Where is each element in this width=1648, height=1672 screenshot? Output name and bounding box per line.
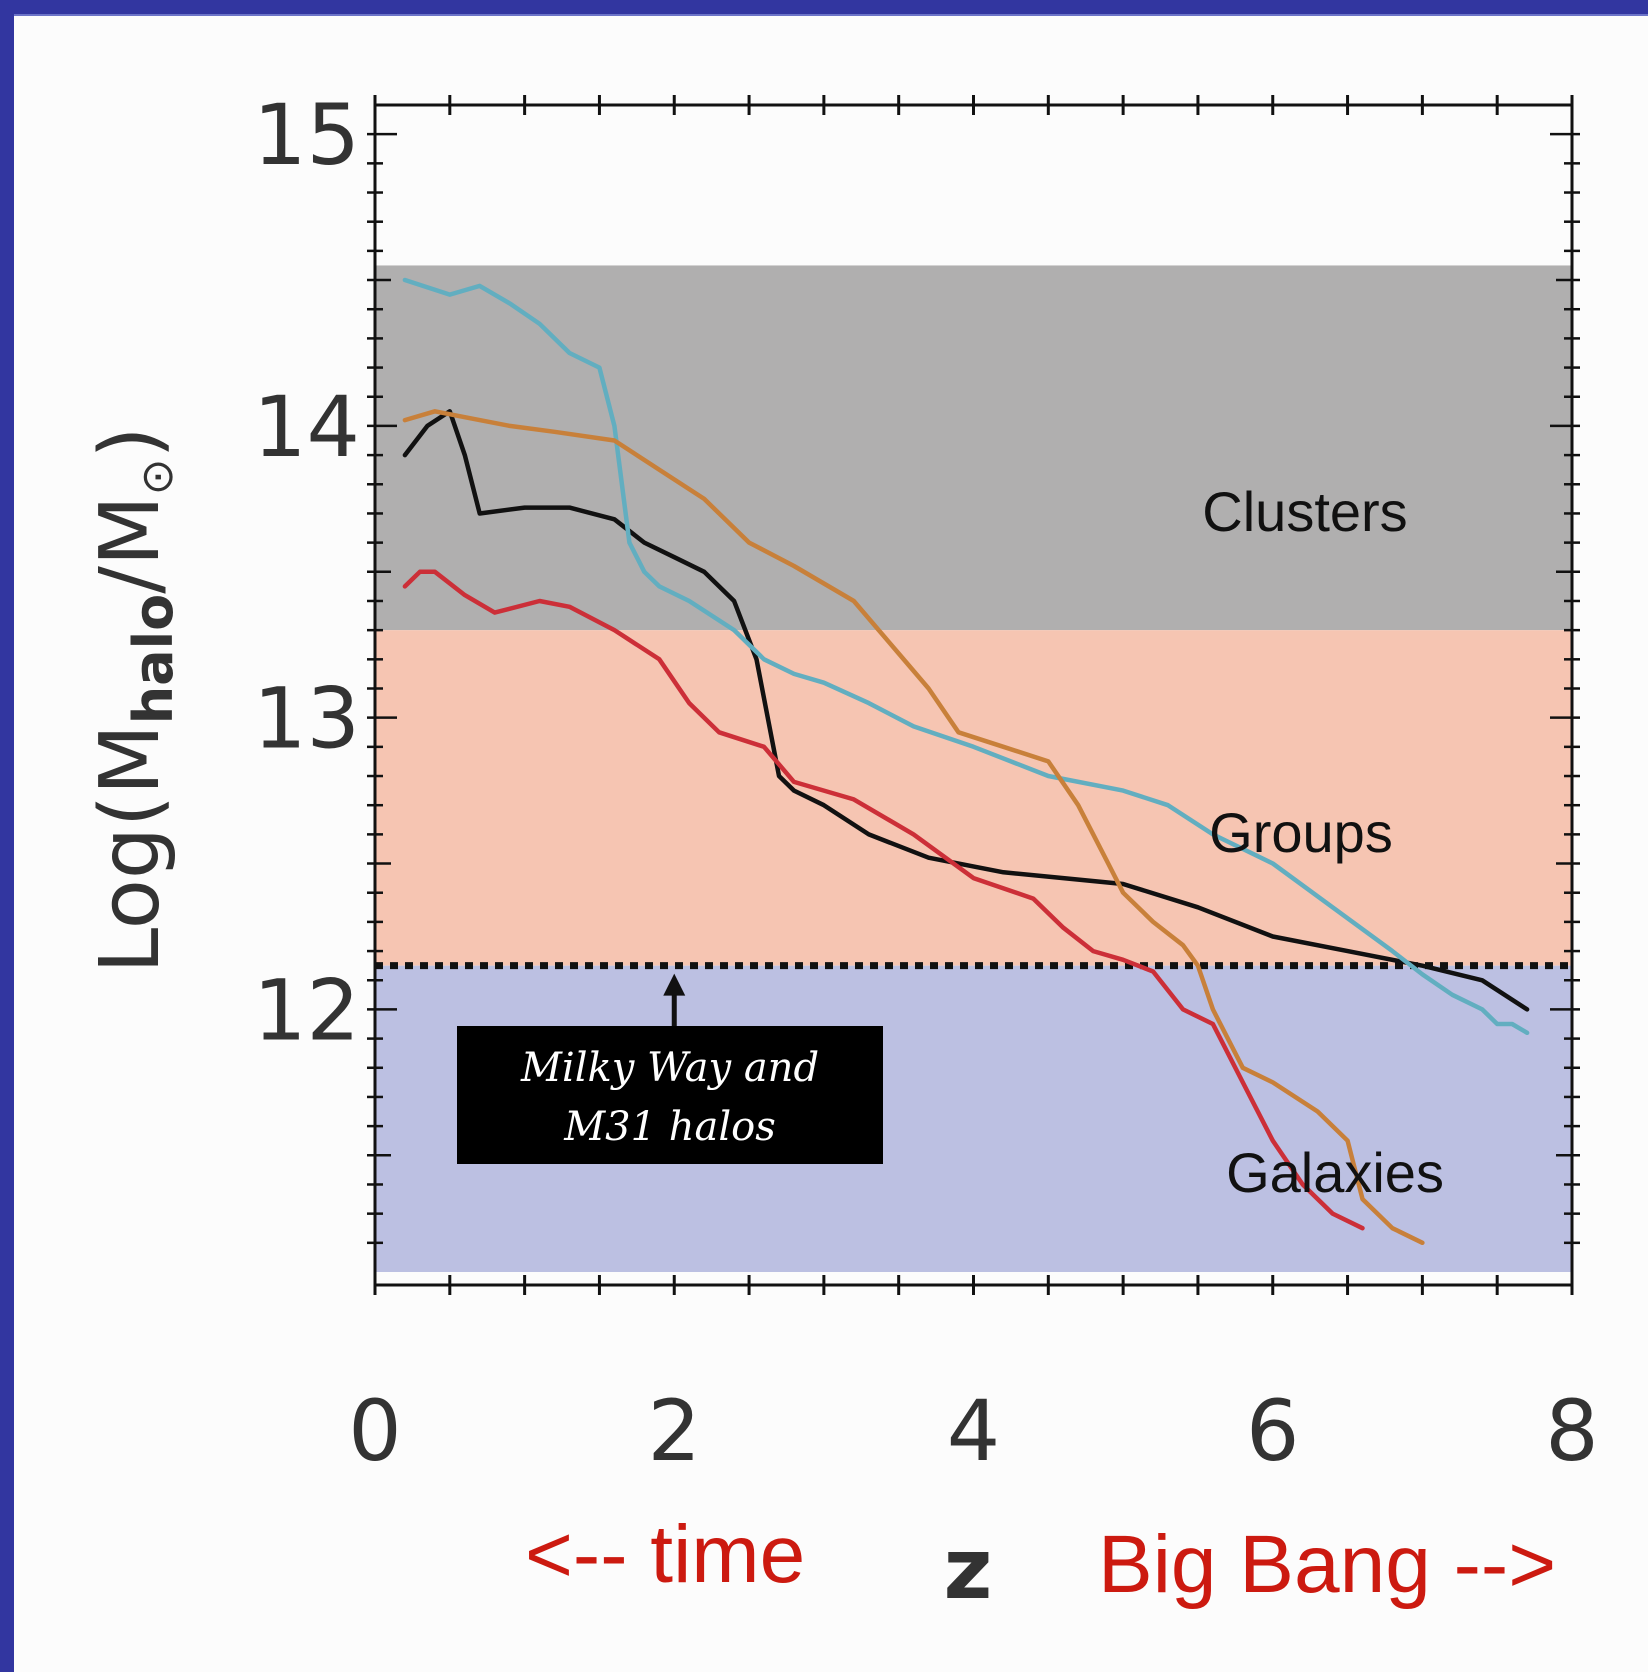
axis-ticks	[367, 95, 1580, 1295]
y-axis-label: Log(Mhalo/M⊙)	[83, 427, 185, 974]
series-line-1	[402, 409, 1530, 1012]
annotation-box	[457, 1026, 883, 1164]
region-band-groups	[375, 630, 1572, 966]
x-tick-label: 6	[1246, 1382, 1299, 1480]
region-label-galaxies: Galaxies	[1226, 1141, 1444, 1204]
y-axis-label-sun-symbol: ⊙	[132, 459, 183, 496]
y-axis-label-mid: /M	[83, 495, 178, 593]
y-tick-label: 13	[253, 670, 360, 768]
y-tick-label: 15	[253, 86, 360, 184]
time-arrow-note: <-- time	[525, 1509, 805, 1600]
series-lines	[402, 277, 1530, 1246]
y-tick-label: 14	[253, 378, 360, 476]
milky-way-annotation: Milky Way and M31 halos	[457, 973, 883, 1164]
y-tick-labels: 12 13 14 15	[253, 86, 360, 1059]
y-axis-label-subscript: halo	[122, 594, 185, 725]
region-band-clusters	[375, 265, 1572, 631]
x-tick-label: 2	[648, 1382, 701, 1480]
y-axis-label-suffix: )	[83, 427, 178, 459]
x-tick-labels: 0 2 4 6 8	[348, 1382, 1598, 1480]
x-axis-label: z	[944, 1520, 993, 1618]
x-tick-label: 8	[1545, 1382, 1598, 1480]
annotation-line-2: M31 halos	[563, 1104, 776, 1150]
annotation-line-1: Milky Way and	[520, 1045, 819, 1091]
series-line-3	[402, 409, 1425, 1246]
big-bang-note: Big Bang -->	[1098, 1519, 1556, 1610]
series-line-4	[402, 569, 1365, 1231]
series-line-2	[402, 277, 1530, 1036]
y-axis-label-prefix: Log(M	[83, 724, 178, 973]
y-tick-label: 12	[253, 961, 360, 1059]
x-tick-label: 4	[947, 1382, 1000, 1480]
annotation-arrow-head	[663, 973, 686, 996]
x-tick-label: 0	[348, 1382, 401, 1480]
region-label-clusters: Clusters	[1202, 480, 1407, 543]
region-label-groups: Groups	[1209, 801, 1393, 864]
